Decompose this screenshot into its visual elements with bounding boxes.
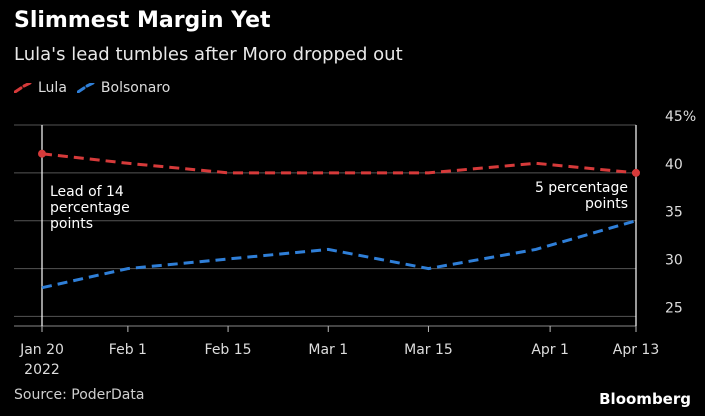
data-point bbox=[38, 149, 46, 158]
legend-swatch-bolsonaro bbox=[76, 83, 95, 93]
y-tick-label: 40 bbox=[665, 157, 683, 173]
legend-item-lula: Lula bbox=[14, 80, 67, 96]
y-tick-label: 30 bbox=[665, 253, 683, 269]
bloomberg-logo: Bloomberg bbox=[599, 390, 691, 408]
legend-label-lula: Lula bbox=[38, 80, 67, 96]
legend-swatch-lula bbox=[14, 83, 32, 93]
x-tick-label: Mar 15 bbox=[404, 342, 453, 358]
legend-item-bolsonaro: Bolsonaro bbox=[76, 80, 171, 96]
y-tick-label: 35 bbox=[665, 205, 683, 221]
x-year-label: 2022 bbox=[24, 362, 60, 378]
annotation-label: points bbox=[585, 196, 628, 212]
x-tick-label: Apr 1 bbox=[531, 342, 569, 358]
x-tick-label: Feb 15 bbox=[205, 342, 252, 358]
annotation-label: 5 percentage bbox=[535, 180, 628, 196]
legend-label-bolsonaro: Bolsonaro bbox=[100, 80, 171, 96]
source-note: Source: PoderData bbox=[14, 387, 145, 403]
y-tick-label: 25 bbox=[665, 300, 683, 316]
x-tick-label: Apr 13 bbox=[613, 342, 659, 358]
y-tick-label: 45% bbox=[665, 109, 696, 125]
legend: Lula Bolsonaro bbox=[14, 80, 170, 96]
annotation-label: percentage bbox=[50, 200, 130, 216]
x-tick-label: Mar 1 bbox=[308, 342, 348, 358]
series-line-bolsonaro bbox=[41, 219, 637, 290]
series-line-lula bbox=[41, 152, 637, 175]
chart-subtitle: Lula's lead tumbles after Moro dropped o… bbox=[14, 44, 403, 65]
x-tick-label: Feb 1 bbox=[109, 342, 147, 358]
data-point bbox=[632, 168, 640, 177]
chart-title: Slimmest Margin Yet bbox=[14, 8, 271, 33]
annotation-label: points bbox=[50, 216, 93, 232]
annotation-label: Lead of 14 bbox=[50, 184, 124, 200]
x-tick-label: Jan 20 bbox=[19, 342, 64, 358]
